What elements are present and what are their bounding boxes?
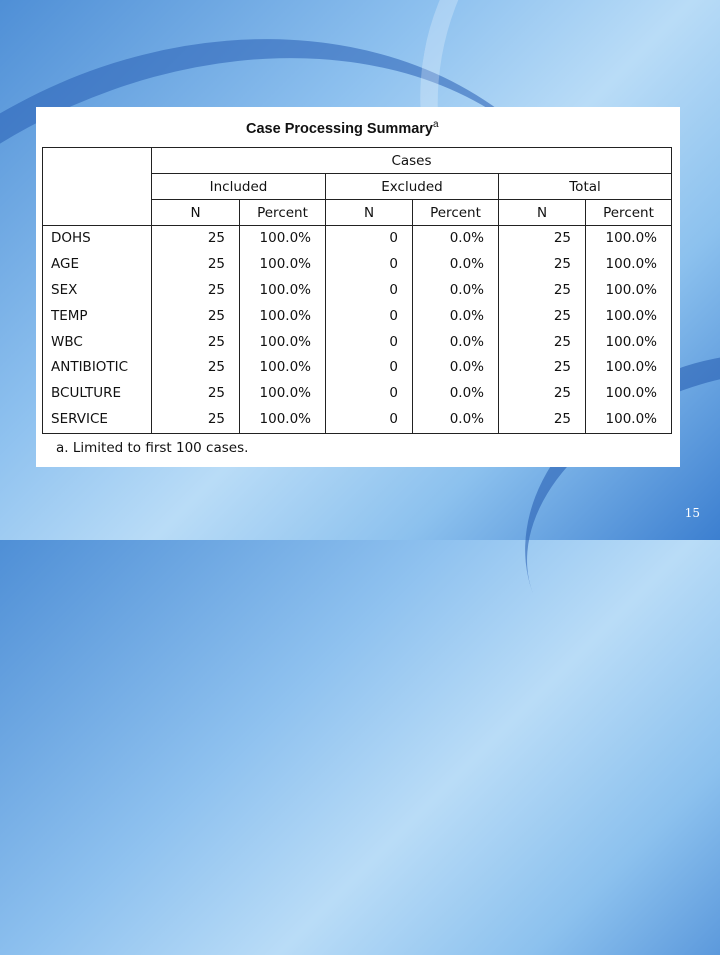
table-title-text: Case Processing Summary — [246, 120, 433, 137]
table-cell: 25 — [553, 333, 571, 350]
table-cell: 0 — [389, 411, 398, 428]
total-n-column: 25 25 25 25 25 25 25 25 — [498, 224, 586, 435]
excluded-n-column: 0 0 0 0 0 0 0 0 — [325, 224, 413, 435]
header-group-cases: Cases — [151, 147, 672, 174]
table-cell: 100.0% — [605, 230, 657, 246]
included-n-column: 25 25 25 25 25 25 25 25 — [151, 224, 240, 435]
table-cell: 25 — [553, 255, 571, 272]
total-percent-column: 100.0% 100.0% 100.0% 100.0% 100.0% 100.0… — [585, 224, 672, 435]
row-label: AGE — [51, 255, 79, 272]
subgroup-excluded: Excluded — [325, 173, 499, 200]
table-cell: 100.0% — [605, 281, 657, 298]
table-cell: 25 — [553, 230, 571, 246]
row-label: BCULTURE — [51, 385, 122, 402]
table-cell: 25 — [553, 411, 571, 428]
table-cell: 100.0% — [259, 281, 311, 298]
table-cell: 100.0% — [605, 411, 657, 428]
column-header: N — [498, 199, 586, 226]
row-labels: DOHS AGE SEX TEMP WBC ANTIBIOTIC BCULTUR… — [42, 224, 152, 435]
column-header: Percent — [585, 199, 672, 226]
table-cell: 0 — [389, 385, 398, 402]
table-cell: 100.0% — [259, 359, 311, 376]
table-cell: 25 — [553, 359, 571, 376]
subgroup-total: Total — [498, 173, 672, 200]
table-cell: 25 — [207, 281, 225, 298]
table-cell: 25 — [207, 307, 225, 324]
row-label: SERVICE — [51, 411, 108, 428]
table-cell: 100.0% — [605, 385, 657, 402]
row-label: WBC — [51, 333, 83, 350]
table-cell: 0 — [389, 359, 398, 376]
table-title: Case Processing Summarya — [36, 119, 680, 137]
column-header: Percent — [239, 199, 326, 226]
table-cell: 0 — [389, 230, 398, 246]
included-percent-column: 100.0% 100.0% 100.0% 100.0% 100.0% 100.0… — [239, 224, 326, 435]
table-cell: 0 — [389, 255, 398, 272]
table-cell: 100.0% — [259, 333, 311, 350]
table-cell: 0.0% — [449, 385, 484, 402]
table-cell: 100.0% — [605, 359, 657, 376]
table-cell: 25 — [553, 385, 571, 402]
table-cell: 100.0% — [259, 307, 311, 324]
slide-page-number: 15 — [684, 506, 700, 520]
table-cell: 0 — [389, 333, 398, 350]
column-header: N — [151, 199, 240, 226]
table-cell: 0.0% — [449, 307, 484, 324]
table-cell: 0 — [389, 281, 398, 298]
table-cell: 25 — [553, 281, 571, 298]
table-cell: 0.0% — [449, 359, 484, 376]
table-cell: 25 — [207, 385, 225, 402]
table-cell: 100.0% — [259, 255, 311, 272]
table-cell: 100.0% — [259, 385, 311, 402]
table-cell: 25 — [207, 333, 225, 350]
row-label: SEX — [51, 281, 78, 298]
table-cell: 25 — [553, 307, 571, 324]
column-header: Percent — [412, 199, 499, 226]
table-cell: 0 — [389, 307, 398, 324]
table-cell: 25 — [207, 359, 225, 376]
table-cell: 0.0% — [449, 411, 484, 428]
corner-cell — [42, 147, 152, 226]
table-cell: 0.0% — [449, 333, 484, 350]
table-cell: 100.0% — [605, 333, 657, 350]
table-cell: 25 — [207, 255, 225, 272]
row-label: TEMP — [51, 307, 88, 324]
row-label: ANTIBIOTIC — [51, 359, 129, 376]
table-cell: 0.0% — [449, 255, 484, 272]
column-header: N — [325, 199, 413, 226]
table-cell: 0.0% — [449, 281, 484, 298]
output-table-panel: Case Processing Summarya Cases Included … — [36, 107, 680, 467]
row-label: DOHS — [51, 230, 91, 246]
title-footnote-marker: a — [432, 119, 439, 130]
table-cell: 100.0% — [605, 307, 657, 324]
table-cell: 100.0% — [259, 230, 311, 246]
table-cell: 100.0% — [259, 411, 311, 428]
table-cell: 100.0% — [605, 255, 657, 272]
excluded-percent-column: 0.0% 0.0% 0.0% 0.0% 0.0% 0.0% 0.0% 0.0% — [412, 224, 499, 435]
case-processing-table: Cases Included Excluded Total N Percent … — [42, 147, 672, 435]
table-footnote: a. Limited to first 100 cases. — [56, 440, 249, 456]
table-cell: 0.0% — [449, 230, 484, 246]
subgroup-included: Included — [151, 173, 326, 200]
table-cell: 25 — [207, 411, 225, 428]
table-cell: 25 — [207, 230, 225, 246]
